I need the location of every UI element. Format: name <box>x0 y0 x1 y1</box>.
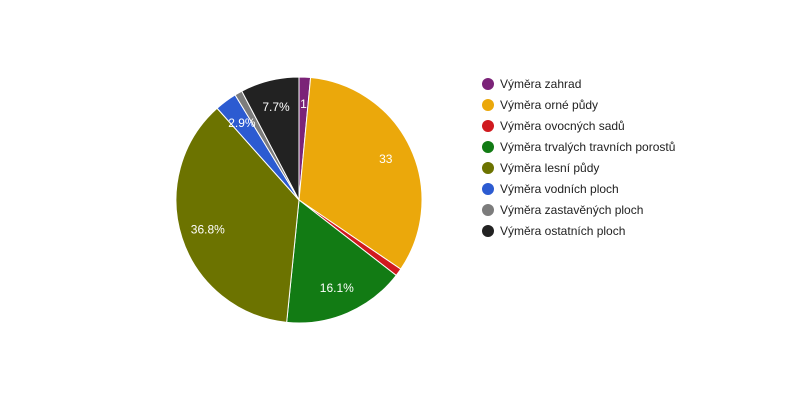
legend-label: Výměra ovocných sadů <box>500 118 625 133</box>
legend: Výměra zahrad Výměra orné půdy Výměra ovoc… <box>482 73 675 241</box>
legend-swatch <box>482 98 494 111</box>
legend-item[interactable]: Výměra trvalých travních porostů <box>482 136 675 157</box>
pie-value-label-6: 2.9% <box>228 116 256 130</box>
legend-swatch <box>482 203 494 216</box>
pie-value-label-4: 16.1% <box>320 281 354 295</box>
pie-slice-4[interactable] <box>286 199 397 324</box>
pie-slice-2[interactable] <box>298 77 423 270</box>
legend-item[interactable]: Výměra zastavěných ploch <box>482 199 675 220</box>
legend-item[interactable]: Výměra ostatních ploch <box>482 220 675 241</box>
legend-item[interactable]: Výměra lesní půdy <box>482 157 675 178</box>
legend-label: Výměra lesní půdy <box>500 160 600 175</box>
legend-label: Výměra zastavěných ploch <box>500 202 644 217</box>
legend-item[interactable]: Výměra ovocných sadů <box>482 115 675 136</box>
pie-value-label-1: 1 <box>300 97 307 111</box>
legend-label: Výměra vodních ploch <box>500 181 619 196</box>
pie-slices <box>175 76 423 324</box>
legend-label: Výměra orné půdy <box>500 97 599 112</box>
legend-swatch <box>482 119 494 132</box>
legend-label: Výměra ostatních ploch <box>500 223 626 238</box>
pie-slice-8[interactable] <box>241 76 300 201</box>
legend-item[interactable]: Výměra zahrad <box>482 73 675 94</box>
pie-slice-5[interactable] <box>175 107 300 323</box>
legend-swatch <box>482 224 494 237</box>
pie-value-labels: 1 33 16.1% 36.8% 2.9% 7.7% <box>191 97 393 295</box>
pie-value-label-8: 7.7% <box>262 100 290 114</box>
legend-swatch <box>482 77 494 90</box>
legend-swatch <box>482 140 494 153</box>
legend-swatch <box>482 161 494 174</box>
legend-item[interactable]: Výměra orné půdy <box>482 94 675 115</box>
legend-label: Výměra zahrad <box>500 76 582 91</box>
legend-label: Výměra trvalých travních porostů <box>500 139 676 154</box>
pie-value-label-2: 33 <box>379 152 393 166</box>
legend-swatch <box>482 182 494 195</box>
legend-item[interactable]: Výměra vodních ploch <box>482 178 675 199</box>
pie-value-label-5: 36.8% <box>191 223 225 237</box>
